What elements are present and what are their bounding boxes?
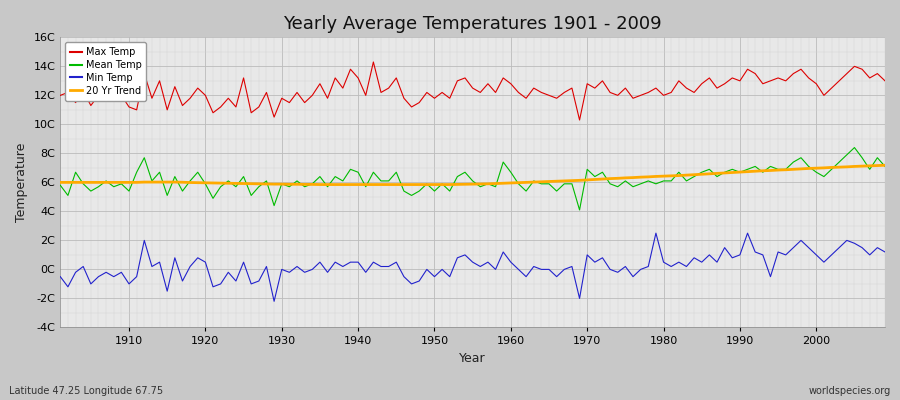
Y-axis label: Temperature: Temperature xyxy=(15,143,28,222)
Text: worldspecies.org: worldspecies.org xyxy=(809,386,891,396)
Text: Latitude 47.25 Longitude 67.75: Latitude 47.25 Longitude 67.75 xyxy=(9,386,163,396)
Legend: Max Temp, Mean Temp, Min Temp, 20 Yr Trend: Max Temp, Mean Temp, Min Temp, 20 Yr Tre… xyxy=(65,42,147,101)
Title: Yearly Average Temperatures 1901 - 2009: Yearly Average Temperatures 1901 - 2009 xyxy=(284,15,662,33)
X-axis label: Year: Year xyxy=(459,352,486,365)
